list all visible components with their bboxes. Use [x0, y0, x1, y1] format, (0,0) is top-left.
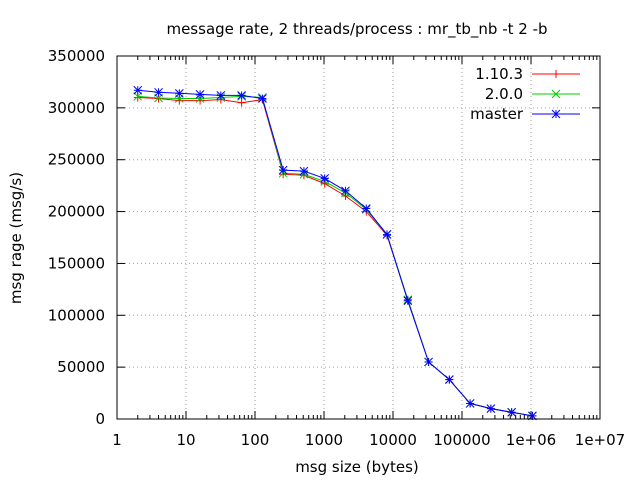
- x-tick-label: 1e+06: [506, 431, 556, 449]
- y-tick-label: 200000: [48, 203, 105, 221]
- data-point: [195, 94, 205, 103]
- y-tick-label: 250000: [48, 151, 105, 169]
- data-point: [216, 91, 226, 100]
- data-point: [278, 165, 288, 175]
- data-point: [174, 88, 184, 98]
- data-point: [551, 109, 561, 119]
- data-point: [175, 96, 184, 105]
- legend: 1.10.3 2.0.0 master: [470, 65, 580, 123]
- data-point: [237, 91, 246, 100]
- x-tick-label: 1e+07: [575, 431, 625, 449]
- series-line: [137, 97, 533, 417]
- legend-label: 2.0.0: [485, 85, 523, 103]
- data-point: [486, 404, 496, 413]
- series-master: [133, 85, 537, 421]
- x-axis-label: msg size (bytes): [295, 458, 419, 476]
- data-point: [382, 230, 392, 239]
- y-tick-label: 50000: [57, 358, 105, 376]
- grid-lines: [117, 56, 600, 419]
- series-2-0-0: [133, 92, 537, 421]
- x-tick-label: 1: [112, 431, 122, 449]
- legend-label: master: [470, 105, 524, 123]
- x-tick-label: 10: [176, 431, 195, 449]
- data-point: [551, 89, 561, 99]
- data-point: [195, 90, 205, 99]
- data-point: [154, 87, 163, 97]
- data-point: [424, 357, 433, 367]
- plot-frame: [116, 55, 601, 420]
- x-tick-label: 100000: [433, 431, 490, 449]
- x-tick-label: 1000: [305, 431, 343, 449]
- y-tick-label: 350000: [48, 47, 105, 65]
- chart-title: message rate, 2 threads/process : mr_tb_…: [166, 20, 547, 39]
- y-tick-label: 0: [95, 410, 105, 428]
- y-tick-label: 150000: [48, 254, 105, 272]
- data-point: [341, 186, 350, 196]
- data-point: [133, 93, 142, 102]
- data-point: [237, 98, 246, 107]
- data-point: [403, 296, 413, 306]
- data-point: [299, 166, 309, 176]
- x-axis-ticks: 1 10 100 1000 10000 100000 1e+06 1e+07: [112, 56, 625, 449]
- y-axis-label: msg rage (msg/s): [7, 172, 25, 304]
- data-point: [361, 204, 371, 213]
- data-point: [465, 399, 475, 408]
- data-point: [133, 85, 143, 95]
- y-tick-label: 300000: [48, 99, 105, 117]
- data-point: [552, 70, 560, 78]
- x-tick-label: 10000: [369, 431, 417, 449]
- legend-label: 1.10.3: [475, 65, 523, 83]
- data-point: [258, 94, 267, 103]
- y-tick-label: 100000: [48, 306, 105, 324]
- data-point: [444, 375, 454, 384]
- y-axis-ticks: 0 50000 100000 150000 200000 250000 300000 3500…: [48, 47, 600, 428]
- x-tick-label: 100: [241, 431, 270, 449]
- data-point: [133, 92, 143, 101]
- series-layer: [133, 85, 537, 421]
- series-line: [137, 95, 533, 417]
- series-1-10-3: [133, 93, 537, 420]
- data-point: [320, 174, 330, 183]
- data-point: [507, 407, 517, 417]
